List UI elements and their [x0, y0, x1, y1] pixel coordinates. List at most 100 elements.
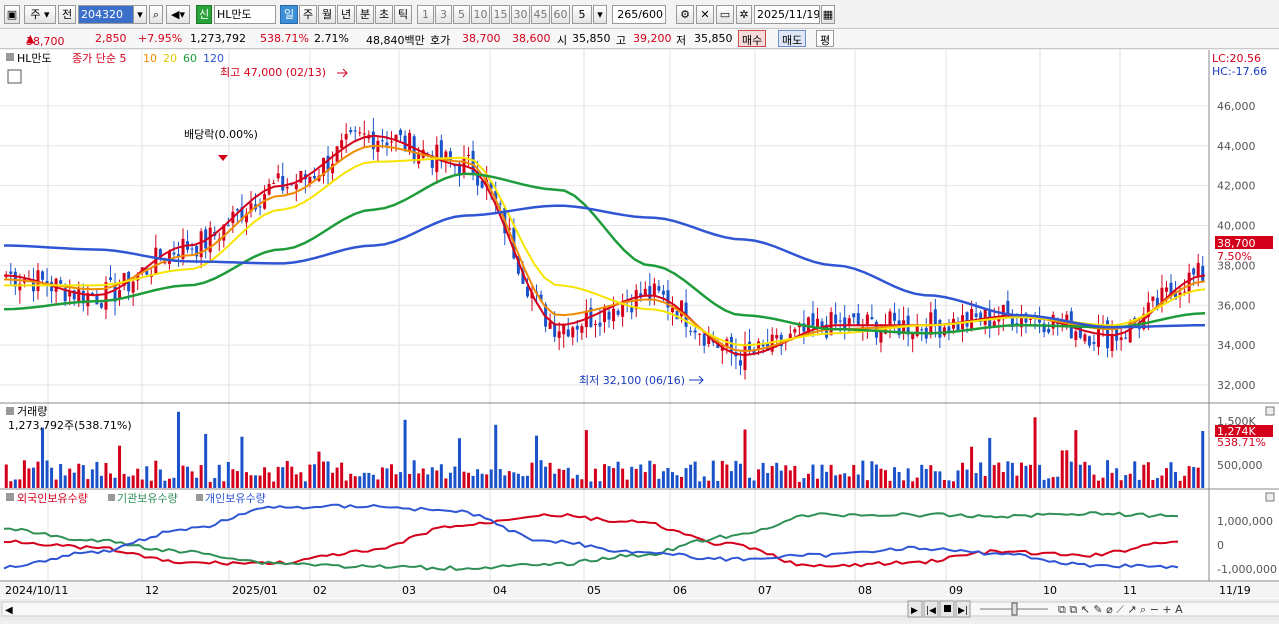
- scroll-left-icon[interactable]: ◀: [5, 605, 13, 616]
- period-5[interactable]: 초: [375, 5, 393, 24]
- avg-button[interactable]: 평: [816, 30, 835, 47]
- volume-bar: [970, 446, 974, 488]
- volume-bar: [797, 481, 801, 488]
- holding-panel-close-icon[interactable]: [1265, 492, 1275, 502]
- volume-bar: [480, 473, 484, 488]
- volume-bar: [199, 465, 203, 488]
- volume-bar: [204, 433, 208, 488]
- volume-bar: [870, 461, 874, 488]
- forward-icon[interactable]: [955, 600, 971, 618]
- interval-3[interactable]: 3: [435, 5, 452, 24]
- period-4[interactable]: 분: [356, 5, 374, 24]
- code-input[interactable]: 204320: [78, 5, 138, 24]
- volume-panel-menu-icon[interactable]: [6, 407, 14, 415]
- sell-button[interactable]: 매도: [778, 30, 807, 47]
- volume-bar: [879, 468, 883, 488]
- candle-body: [693, 330, 697, 333]
- chart-tools-icon[interactable]: ⚙: [676, 5, 694, 24]
- window-icon[interactable]: ▣: [4, 5, 20, 24]
- candle-body: [562, 325, 566, 335]
- candle-body: [811, 313, 815, 326]
- kind-button[interactable]: 전: [58, 5, 76, 24]
- volume-bar: [1178, 480, 1182, 488]
- candle-body: [603, 306, 606, 323]
- volume-bar: [303, 481, 307, 488]
- price-text: 38,700: [26, 35, 65, 48]
- period-1[interactable]: 주: [299, 5, 317, 24]
- x-label-11: 10: [1043, 584, 1057, 597]
- holding-lines: [3, 503, 1179, 571]
- scroll-right-icon[interactable]: [907, 600, 923, 618]
- candle-body: [566, 329, 570, 337]
- holding-inst-title: 기관보유수량: [117, 492, 178, 505]
- interval-dropdown-icon[interactable]: ▾: [593, 5, 607, 24]
- period-6[interactable]: 틱: [394, 5, 412, 24]
- volume-bar: [956, 470, 960, 488]
- volume-panel-close-icon[interactable]: [1265, 406, 1275, 416]
- volume-bar: [276, 466, 280, 488]
- volume-bar: [675, 475, 679, 488]
- moving-averages: [3, 134, 1206, 357]
- candle-body: [195, 245, 199, 257]
- interval-value[interactable]: 5: [572, 5, 592, 24]
- volume-bar: [512, 472, 516, 488]
- period-3[interactable]: 년: [337, 5, 355, 24]
- interval-1[interactable]: 1: [417, 5, 434, 24]
- interval-5[interactable]: 5: [453, 5, 470, 24]
- volume-bar: [883, 470, 887, 488]
- date-field[interactable]: 2025/11/19: [754, 5, 820, 24]
- volume-bar: [154, 460, 158, 488]
- volume-bar: [838, 474, 842, 488]
- volume-bar: [299, 472, 303, 488]
- candle-body: [299, 171, 303, 183]
- volume-bar: [589, 481, 593, 488]
- period-0[interactable]: 일: [280, 5, 298, 24]
- zoom-slider-handle[interactable]: [1011, 602, 1018, 616]
- panel-menu-icon[interactable]: [6, 53, 14, 61]
- candle-body: [1078, 326, 1082, 338]
- low-label: 저: [676, 34, 687, 47]
- volume-bar: [1047, 478, 1051, 488]
- period-2[interactable]: 월: [318, 5, 336, 24]
- stock-chart[interactable]: HL만도 종가 단순 5 10 20 60 120 LC:20.56 HC:-1…: [0, 50, 1279, 621]
- volume-bar: [580, 479, 584, 488]
- table-icon[interactable]: [7, 69, 22, 84]
- volume-bar: [1092, 474, 1096, 488]
- volume-bar: [761, 462, 765, 488]
- interval-60[interactable]: 60: [551, 5, 570, 24]
- volume-bar: [1151, 480, 1155, 488]
- volume-bar: [213, 478, 217, 488]
- holding-panel-menu-icon[interactable]: [6, 493, 14, 501]
- stock-name-field[interactable]: HL만도: [214, 5, 276, 24]
- interval-45[interactable]: 45: [531, 5, 550, 24]
- calendar-icon[interactable]: ▦: [821, 5, 835, 24]
- code-dropdown-icon[interactable]: ▾: [133, 5, 147, 24]
- interval-10[interactable]: 10: [471, 5, 490, 24]
- volume-bar: [181, 465, 185, 488]
- candle-body: [911, 333, 915, 340]
- count-max: /600: [638, 8, 663, 21]
- interval-30[interactable]: 30: [511, 5, 530, 24]
- speaker-icon[interactable]: ◀▾: [166, 5, 190, 24]
- chart-area[interactable]: HL만도 종가 단순 5 10 20 60 120 LC:20.56 HC:-1…: [0, 50, 1279, 621]
- count-field[interactable]: 265/600: [612, 5, 666, 24]
- volume-bar: [417, 473, 421, 488]
- candle-body: [1006, 300, 1010, 314]
- interval-15[interactable]: 15: [491, 5, 510, 24]
- volume-bar: [1174, 471, 1178, 488]
- buy-button[interactable]: 매수: [738, 30, 767, 47]
- candle-body: [816, 318, 820, 327]
- volume-bar: [331, 472, 335, 488]
- crosshair-icon[interactable]: ✕: [696, 5, 714, 24]
- market-select[interactable]: 주 ▾: [24, 5, 56, 24]
- volume-bar: [385, 468, 389, 488]
- low-note: 최저 32,100 (06/16): [579, 374, 685, 387]
- rewind-icon[interactable]: [923, 600, 939, 618]
- volume-bar: [1051, 477, 1055, 488]
- volume-bar: [1065, 450, 1069, 488]
- volume-bar: [1033, 417, 1037, 488]
- search-icon[interactable]: ⌕: [149, 5, 163, 24]
- chart-tool-icons[interactable]: ⧉ ⧉ ↖ ✎ ⌀ ⟋ ↗ ⌕ − + A: [1058, 603, 1183, 616]
- save-icon[interactable]: ▭: [716, 5, 734, 24]
- settings-icon[interactable]: ✲: [736, 5, 752, 24]
